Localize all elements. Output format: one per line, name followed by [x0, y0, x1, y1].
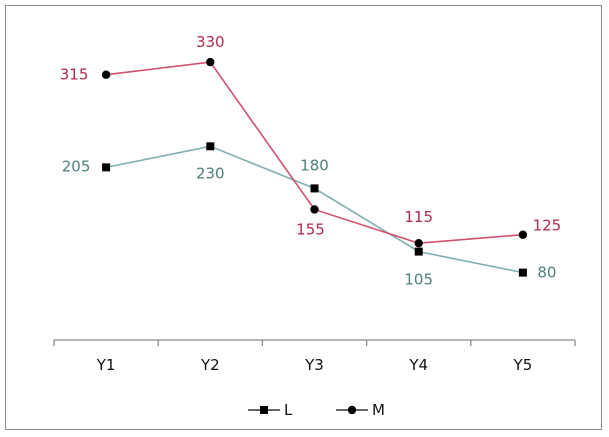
x-tick-label: Y4 [408, 356, 428, 374]
data-point-L [414, 247, 423, 256]
data-point-M [101, 70, 111, 79]
series-markers [101, 57, 528, 277]
data-label-M: 155 [296, 220, 325, 238]
data-label-L: 230 [196, 164, 225, 182]
data-label-M: 330 [196, 33, 225, 51]
data-labels: 205 230 180 105 80 315 330 155 115 125 [60, 33, 561, 288]
legend-marker-L [260, 406, 268, 414]
data-point-L [518, 268, 527, 277]
x-tick-label: Y2 [200, 356, 220, 374]
x-tick-label: Y1 [96, 356, 116, 374]
legend-label-M: M [372, 401, 385, 419]
data-label-M: 315 [60, 66, 89, 84]
x-tick-label: Y3 [304, 356, 324, 374]
data-point-L [310, 184, 319, 193]
legend-marker-M [347, 405, 357, 415]
data-label-M: 115 [404, 208, 433, 226]
data-label-L: 105 [404, 271, 433, 289]
data-point-M [310, 205, 319, 214]
data-label-L: 180 [300, 156, 329, 174]
data-point-M [518, 230, 528, 239]
data-point-L [102, 163, 111, 172]
data-label-L: 205 [62, 157, 91, 175]
x-tick-label: Y5 [513, 356, 533, 374]
data-point-L [206, 142, 215, 151]
data-point-M [206, 57, 215, 67]
legend-label-L: L [284, 401, 293, 419]
data-point-M [414, 238, 423, 248]
series-line-M [106, 61, 523, 245]
x-axis: Y1 Y2 Y3 Y4 Y5 [53, 339, 576, 374]
data-label-M: 125 [533, 217, 562, 235]
data-label-L: 80 [537, 264, 556, 282]
